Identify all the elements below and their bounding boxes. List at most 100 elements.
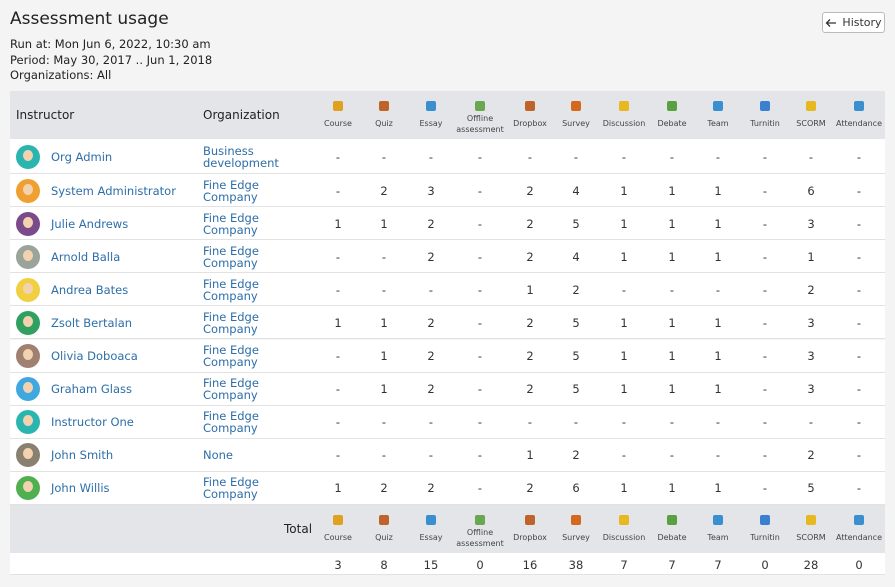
- organization[interactable]: None: [203, 448, 234, 463]
- column-label: Debate: [657, 119, 687, 128]
- column-icon: [426, 515, 436, 525]
- usage-count: 5: [572, 382, 580, 397]
- usage-count: 2: [427, 216, 435, 231]
- organization[interactable]: Fine Edge Company: [203, 376, 259, 403]
- usage-count: -: [381, 282, 387, 297]
- organization[interactable]: Fine Edge Company: [203, 210, 259, 237]
- column-icon: [667, 515, 677, 525]
- table-row: [10, 372, 885, 406]
- usage-count: -: [856, 282, 862, 297]
- usage-count: -: [335, 415, 341, 430]
- total-count: 38: [568, 558, 584, 572]
- table-row: [10, 471, 885, 505]
- usage-count: 2: [526, 315, 534, 330]
- usage-count: -: [808, 415, 814, 430]
- usage-count: 1: [380, 382, 388, 397]
- instructor-name[interactable]: Graham Glass: [51, 382, 133, 397]
- organization[interactable]: Fine Edge Company: [203, 343, 259, 370]
- organization[interactable]: Fine Edge Company: [203, 309, 259, 336]
- usage-count: 1: [380, 315, 388, 330]
- usage-count: 2: [427, 315, 435, 330]
- usage-count: -: [381, 149, 387, 164]
- instructor-name[interactable]: Julie Andrews: [51, 216, 129, 231]
- column-icon: [806, 515, 816, 525]
- column-label: Discussion: [602, 533, 646, 542]
- instructor-name[interactable]: Arnold Balla: [51, 249, 121, 264]
- avatar-face: [23, 415, 33, 427]
- usage-count: 1: [714, 249, 722, 264]
- column-icon: [525, 515, 535, 525]
- column-label: Dropbox: [513, 533, 547, 542]
- avatar-face: [23, 448, 33, 460]
- column-label: Attendance: [836, 119, 882, 128]
- usage-count: -: [335, 282, 341, 297]
- total-count: 0: [855, 558, 863, 572]
- table-row: [10, 273, 885, 307]
- usage-count: -: [715, 448, 721, 463]
- usage-count: -: [428, 149, 434, 164]
- instructor-name[interactable]: John Willis: [51, 481, 110, 496]
- usage-count: 1: [668, 216, 676, 231]
- usage-count: 2: [427, 349, 435, 364]
- usage-count: -: [669, 448, 675, 463]
- column-label: Survey: [562, 533, 590, 542]
- avatar-face: [23, 315, 33, 327]
- avatar-face: [23, 349, 33, 361]
- instructor-name[interactable]: John Smith: [51, 448, 114, 463]
- instructor-name[interactable]: Olivia Doboaca: [51, 349, 138, 364]
- usage-count: -: [477, 149, 483, 164]
- column-icon: [525, 101, 535, 111]
- total-count: 28: [803, 558, 819, 572]
- usage-count: 1: [620, 382, 628, 397]
- usage-count: 1: [526, 448, 534, 463]
- column-icon: [760, 515, 770, 525]
- usage-count: 2: [807, 282, 815, 297]
- usage-count: 2: [572, 282, 580, 297]
- usage-count: -: [621, 149, 627, 164]
- instructor-name[interactable]: Instructor One: [51, 415, 134, 430]
- period: Period: May 30, 2017 .. Jun 1, 2018: [10, 53, 213, 67]
- instructor-name[interactable]: Andrea Bates: [51, 282, 129, 297]
- usage-count: -: [856, 249, 862, 264]
- column-label: Team: [707, 119, 729, 128]
- usage-count: 1: [620, 216, 628, 231]
- column-label: Turnitin: [750, 119, 780, 128]
- organization[interactable]: Business development: [203, 143, 279, 170]
- organization[interactable]: Fine Edge Company: [203, 177, 259, 204]
- usage-count: -: [715, 149, 721, 164]
- column-label: Offline assessment: [456, 114, 504, 134]
- instructor-name[interactable]: Zsolt Bertalan: [51, 315, 133, 330]
- usage-count: -: [856, 349, 862, 364]
- avatar: [16, 310, 40, 335]
- usage-count: -: [856, 382, 862, 397]
- instructor-name[interactable]: Org Admin: [51, 149, 113, 164]
- usage-count: 6: [807, 183, 815, 198]
- usage-count: -: [715, 415, 721, 430]
- usage-count: -: [381, 249, 387, 264]
- back-arrow-icon: [826, 18, 837, 27]
- organization[interactable]: Fine Edge Company: [203, 475, 259, 502]
- table-row: [10, 339, 885, 373]
- column-icon: [713, 101, 723, 111]
- column-icon: [333, 515, 343, 525]
- organization[interactable]: Fine Edge Company: [203, 276, 259, 303]
- instructor-name[interactable]: System Administrator: [51, 183, 176, 198]
- usage-count: -: [669, 415, 675, 430]
- column-label: Offline assessment: [456, 528, 504, 548]
- history-button[interactable]: History: [822, 12, 885, 33]
- usage-count: 2: [526, 481, 534, 496]
- column-label: SCORM: [796, 119, 826, 128]
- usage-count: -: [335, 382, 341, 397]
- usage-count: 1: [807, 249, 815, 264]
- organization[interactable]: Fine Edge Company: [203, 243, 259, 270]
- column-label: Attendance: [836, 533, 882, 542]
- column-header: Instructor: [16, 108, 75, 122]
- usage-count: -: [762, 349, 768, 364]
- usage-count: 1: [334, 315, 342, 330]
- usage-count: 3: [807, 382, 815, 397]
- usage-count: 1: [334, 216, 342, 231]
- total-label: Total: [284, 522, 313, 536]
- table-row: [10, 405, 885, 439]
- usage-count: 5: [807, 481, 815, 496]
- organization[interactable]: Fine Edge Company: [203, 409, 259, 436]
